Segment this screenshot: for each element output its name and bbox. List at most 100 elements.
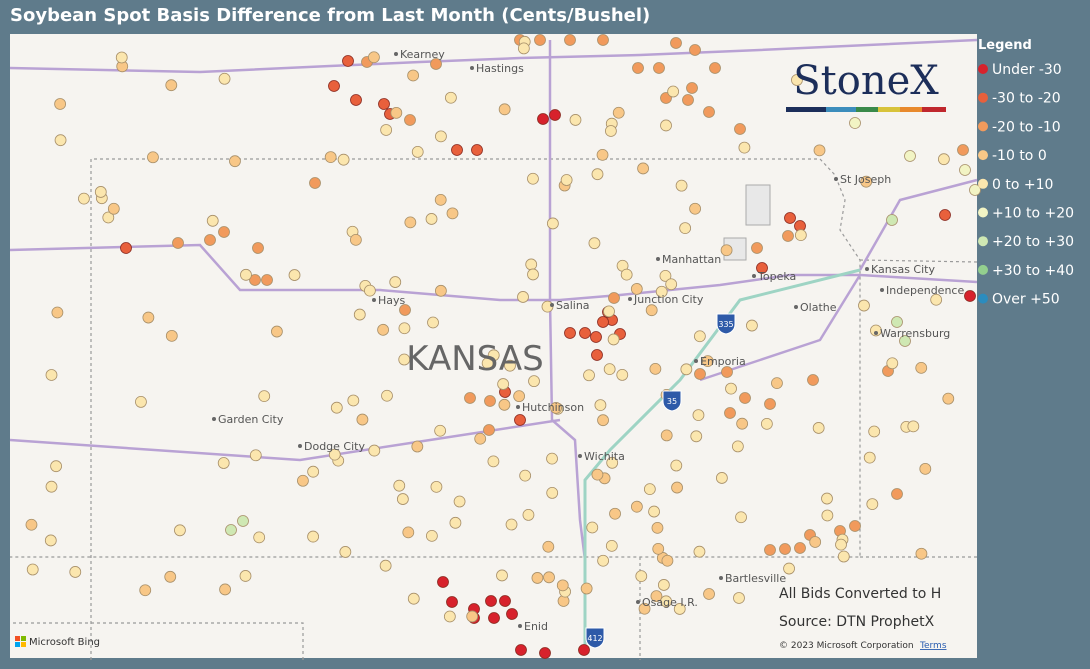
bid-dot [427,316,439,329]
bid-dot [527,268,539,281]
bid-dot [588,237,601,250]
bid-dot [542,540,555,553]
city-marker [470,66,474,70]
bid-dot [328,448,341,461]
bid-dot [379,559,392,572]
city-marker [880,288,884,292]
bid-dot [499,595,511,607]
city-label: Manhattan [662,253,721,266]
bid-dot [660,429,673,442]
bid-dot [404,114,416,126]
city-label: Emporia [700,355,746,368]
bid-dot [652,542,665,555]
bid-dot [689,202,701,215]
state-label: KANSAS [406,339,543,379]
bid-dot [204,234,216,246]
legend-label: Over +50 [992,292,1060,308]
city-label: Kearney [400,48,445,61]
bid-dot [443,610,456,623]
bid-dot [288,269,301,281]
bid-dot [430,480,443,493]
bid-dot [782,230,794,242]
bid-dot [779,543,791,555]
bid-dot [239,570,252,582]
bid-dot [915,361,928,374]
bid-dot [487,349,500,362]
city-label: Topeka [757,270,796,283]
city-marker [516,405,520,409]
bid-dot [899,335,911,347]
city-marker [518,624,522,628]
bid-dot [172,237,184,249]
bid-dot [886,357,899,370]
bid-dot [891,488,903,500]
bid-dot [434,424,447,437]
legend-label: 0 to +10 [992,177,1053,193]
highway-shield [716,313,736,335]
bid-dot [784,212,796,224]
bid-dot [731,440,744,453]
legend-swatch [978,92,988,103]
bid-dot [347,394,360,407]
bid-dot [539,647,551,659]
bid-dot [517,291,529,303]
bid-dot [813,144,826,157]
bid-dot [701,355,714,368]
bid-dot [679,222,692,235]
bid-dot [736,417,749,430]
bid-dot [659,269,672,282]
bid-dot [630,500,643,513]
terms-link[interactable]: Terms [919,641,947,651]
bid-dot [596,148,609,161]
bid-dot [506,608,518,620]
bid-dot [686,82,698,94]
city-marker [719,576,723,580]
attribution: Microsoft Bing [29,637,100,648]
bid-dot [368,51,380,64]
city-marker [628,297,632,301]
bid-dot [271,325,283,338]
city-marker [752,274,756,278]
bid-dot [249,449,262,462]
bid-dot [349,233,362,246]
bid-dot [868,425,881,438]
bid-dot [411,440,424,453]
turnpike [583,268,861,650]
bid-dot [597,414,609,427]
bid-dot [638,602,651,615]
bid-dot [218,226,230,238]
bid-dot [522,508,535,521]
bid-dot [653,62,665,74]
bid-dot [531,572,544,584]
bid-dot [425,529,438,542]
bid-dot [402,526,415,539]
legend-swatch [978,236,988,247]
bid-dot [474,432,487,445]
bid-dot [959,164,971,176]
bid-dot [738,141,751,154]
bid-dot [942,392,955,405]
bid-dot [604,125,617,137]
bid-dot [425,213,438,225]
bid-dot [550,402,562,414]
bid-dot [733,592,745,604]
bid-dot [671,481,683,494]
legend-label: -10 to 0 [992,148,1047,164]
bid-dot [650,590,663,603]
bid-dot [645,304,658,317]
bid-dot [616,369,629,381]
city-marker [550,303,554,307]
bid-dot [597,316,609,328]
bid-dot [240,268,252,281]
bid-dot [69,566,82,578]
bid-dot [605,539,618,552]
city-marker [298,444,302,448]
bid-dot [837,550,850,563]
bid-dot [505,518,518,531]
bid-dot [764,398,776,410]
city-marker [794,305,798,309]
city-label: Enid [524,620,548,633]
bid-dot [165,329,178,342]
legend-label: -30 to -20 [992,91,1061,107]
